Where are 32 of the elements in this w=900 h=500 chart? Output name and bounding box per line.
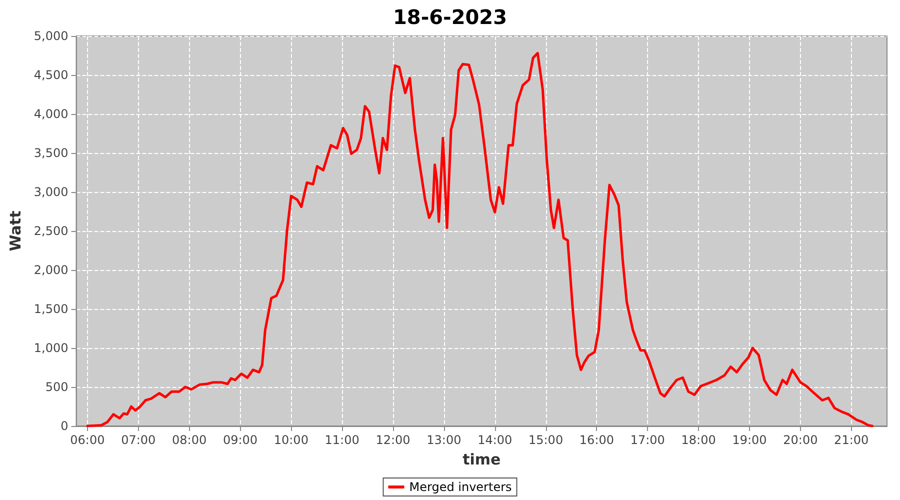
y-axis-title: Watt	[6, 210, 24, 252]
x-tick-label: 17:00	[630, 433, 665, 447]
x-tick-label: 12:00	[376, 433, 410, 447]
x-tick-label: 21:00	[834, 433, 869, 447]
x-tick-label: 09:00	[222, 433, 258, 447]
x-tick-label: 15:00	[528, 433, 564, 447]
line-series	[86, 52, 874, 428]
y-tick-label: 4,000	[34, 107, 68, 121]
x-tick-label: 14:00	[478, 433, 512, 447]
y-tick-label: 3,000	[34, 185, 68, 199]
y-tick-label: 500	[45, 380, 68, 394]
x-tick-label: 20:00	[783, 433, 818, 447]
x-tick-label: 16:00	[579, 433, 614, 447]
legend-label: Merged inverters	[409, 480, 512, 494]
y-tick-label: 3,500	[34, 146, 68, 160]
x-tick-label: 11:00	[324, 433, 360, 447]
x-axis-title: time	[462, 450, 501, 468]
chart-title: 18-6-2023	[392, 5, 508, 29]
x-tick-label: 19:00	[732, 433, 767, 447]
x-tick-label: 10:00	[274, 433, 308, 447]
x-tick-label: 18:00	[681, 433, 716, 447]
y-tick-label: 5,000	[34, 29, 68, 43]
y-tick-label: 1,000	[34, 341, 68, 355]
y-tick-label: 2,500	[34, 224, 68, 238]
x-tick-label: 08:00	[172, 433, 207, 447]
x-tick-label: 07:00	[121, 433, 156, 447]
y-tick-label: 4,500	[34, 68, 68, 82]
y-tick-label: 2,000	[34, 263, 68, 277]
x-tick-label: 13:00	[426, 433, 462, 447]
x-tick-label: 06:00	[70, 433, 105, 447]
y-tick-label: 1,500	[34, 302, 68, 316]
y-tick-label: 0	[60, 419, 68, 433]
